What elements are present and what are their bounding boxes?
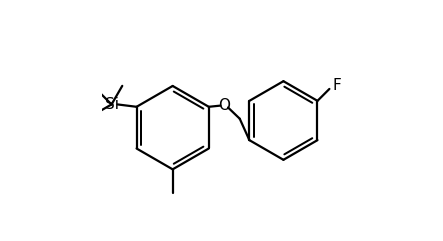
Text: Si: Si bbox=[105, 97, 119, 112]
Text: F: F bbox=[333, 78, 342, 93]
Text: O: O bbox=[218, 98, 230, 113]
